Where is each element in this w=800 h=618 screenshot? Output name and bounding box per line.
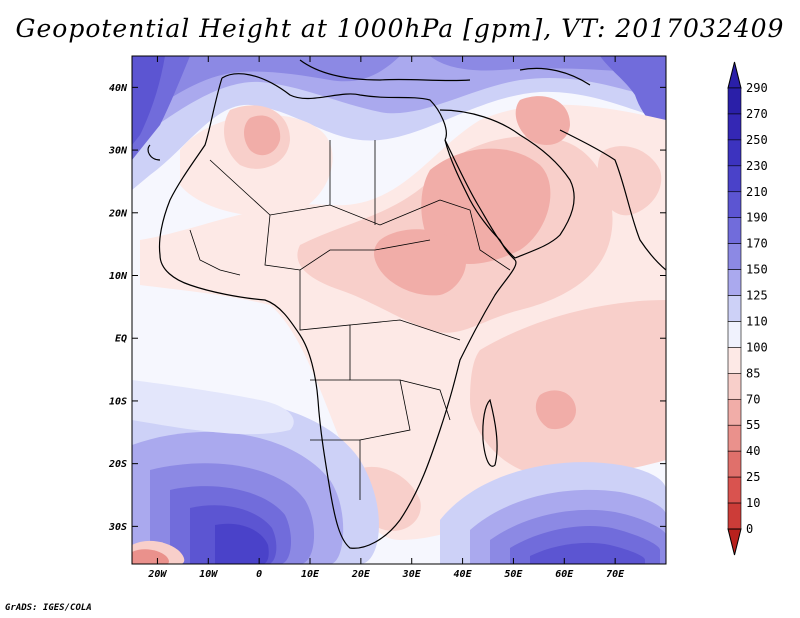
colorbar-segment [727,139,742,167]
colorbar-segment [727,191,742,219]
colorbar: 2902702502302101901701501251101008570554… [727,61,768,556]
lat-tick-label: 30S [108,522,127,533]
colorbar-label: 55 [746,418,760,432]
lat-tick-label: 20S [108,459,127,470]
map-frame [131,55,667,565]
colorbar-segment [727,269,742,296]
colorbar-segment [727,321,742,348]
lon-tick-label: 60E [555,569,574,580]
colorbar-segment [727,217,742,244]
lon-tick-label: 70E [606,569,625,580]
colorbar-segment [727,373,742,400]
colorbar-label: 150 [746,263,768,277]
lat-axis: 40N 30N 20N 10N EQ 10S 20S 30S [108,83,666,533]
colorbar-label: 85 [746,366,760,380]
lon-tick-label: 50E [504,569,523,580]
colorbar-segment [727,165,742,193]
colorbar-label: 10 [746,496,760,510]
lon-tick-label: 10W [199,569,218,580]
lat-tick-label: 10S [109,396,127,407]
colorbar-label: 70 [746,392,760,406]
chart-title: Geopotential Height at 1000hPa [gpm], VT… [15,14,785,43]
lon-tick-label: 40E [454,569,473,580]
colorbar-segment [727,295,742,322]
colorbar-segment [727,424,742,452]
colorbar-label: 290 [746,81,768,95]
colorbar-label: 210 [746,185,768,199]
lat-tick-label: 10N [109,271,128,282]
colorbar-label: 170 [746,237,768,251]
colorbar-label: 230 [746,159,768,173]
lon-tick-label: 20W [147,569,167,580]
colorbar-label: 125 [746,289,768,303]
colorbar-label: 250 [746,133,768,147]
colorbar-label: 270 [746,107,768,121]
colorbar-label: 110 [746,314,768,328]
colorbar-segment [727,87,742,115]
lat-tick-label: EQ [115,334,127,345]
map-field [132,56,666,564]
lon-tick-label: 30E [402,569,422,580]
lon-tick-label: 10E [301,569,320,580]
coastlines [147,59,666,549]
lon-tick-label: 0 [256,569,262,580]
colorbar-label: 40 [746,444,760,458]
colorbar-segment [727,398,742,426]
colorbar-segment [727,450,742,478]
colorbar-label: 0 [746,522,753,536]
colorbar-label: 100 [746,340,768,354]
lat-tick-label: 40N [109,83,128,94]
colorbar-segment [727,113,742,141]
colorbar-bottom-arrow [727,528,742,556]
colorbar-label: 190 [746,211,768,225]
colorbar-label: 25 [746,470,760,484]
colorbar-segment [727,347,742,374]
grads-credit: GrADS: IGES/COLA [5,603,92,613]
lon-tick-label: 20E [351,569,371,580]
colorbar-top-arrow [727,61,742,89]
lat-tick-label: 30N [108,146,128,157]
lat-tick-label: 20N [108,208,128,219]
colorbar-segment [727,476,742,504]
country-borders [189,140,511,500]
colorbar-segment [727,243,742,270]
colorbar-segment [727,502,742,530]
lon-axis: 20W 10W 0 10E 20E 30E 40E 50E 60E 70E [147,56,625,580]
